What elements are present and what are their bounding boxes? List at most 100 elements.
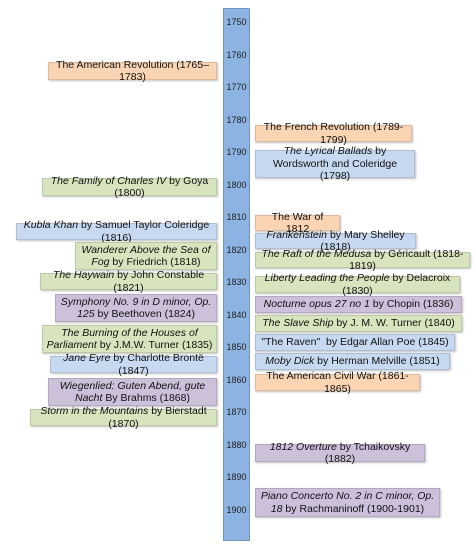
event-box: 1812 Overture by Tchaikovsky (1882) [255, 440, 425, 465]
event-text-part: The French Revolution (1789-1799) [263, 121, 404, 146]
event-text-part: The American Revolution (1765–1783) [56, 58, 209, 84]
event-box: Piano Concerto No. 2 in C minor, Op. 18 … [255, 488, 440, 517]
event-box: Nocturne opus 27 no 1 by Chopin (1836) [255, 296, 462, 313]
event-text-part: by Charlotte Brontë (1847) [110, 352, 207, 377]
year-label: 1790 [226, 147, 247, 157]
year-label: 1890 [226, 472, 247, 482]
event-text: The Raft of the Medusa by Géricault (181… [259, 248, 466, 273]
event-text-part: by Delacroix (1830) [342, 272, 454, 297]
event-text: The American Revolution (1765–1783) [52, 59, 213, 84]
event-text: Wiegenlied: Guten Abend, gute Nacht By B… [52, 380, 213, 405]
event-text: The War of 1812 [259, 211, 336, 236]
event-text: Jane Eyre by Charlotte Brontë (1847) [54, 352, 213, 377]
event-box: Jane Eyre by Charlotte Brontë (1847) [50, 352, 217, 377]
year-label: 1760 [226, 49, 247, 60]
event-text-part: Nocturne opus 27 no 1 [263, 298, 370, 311]
event-text: The French Revolution (1789-1799) [259, 121, 408, 146]
year-label: 1840 [226, 309, 247, 320]
event-text-part: by Beethoven (1824) [94, 308, 195, 320]
event-text-part: Frankenstein [266, 228, 328, 241]
event-box: Wanderer Above the Sea of Fog by Friedri… [75, 242, 217, 270]
event-text-part: by Herman Melville (1851) [314, 355, 440, 368]
event-text-part: Wanderer Above the Sea of Fog [81, 243, 214, 269]
event-text-part: The War of 1812 [271, 210, 327, 236]
event-text-part: by Goya (1800) [114, 174, 212, 200]
event-text-part: by J.M.W. Turner (1835) [96, 339, 213, 351]
event-text-part: by Samuel Taylor Coleridge (1816) [78, 219, 213, 244]
event-box: Moby Dick by Herman Melville (1851) [255, 353, 450, 370]
event-text: Nocturne opus 27 no 1 by Chopin (1836) [264, 298, 454, 311]
event-text-part: Storm in the Mountains [40, 405, 149, 417]
year-label: 1770 [226, 82, 247, 92]
event-text: The Burning of the Houses of Parliament … [46, 327, 213, 352]
event-box: The Raft of the Medusa by Géricault (181… [255, 248, 470, 272]
event-text: The Lyrical Ballads by Wordsworth and Co… [259, 145, 411, 183]
event-text: The Slave Ship by J. M. W. Turner (1840) [262, 317, 455, 330]
event-box: The Haywain by John Constable (1821) [40, 269, 217, 294]
year-label: 1820 [226, 244, 247, 255]
year-label: 1810 [226, 212, 247, 222]
event-box: "The Raven" by Edgar Allan Poe (1845) [255, 334, 455, 351]
event-box: Storm in the Mountains by Bierstadt (187… [30, 405, 217, 430]
event-text-part: The Burning of the Houses of Parliament [46, 326, 201, 352]
event-text: The American Civil War (1861-1865) [259, 370, 416, 395]
event-text-part: by Friedrich (1818) [109, 256, 201, 268]
event-text-part: Symphony No. 9 in D minor, Op. 125 [60, 295, 215, 321]
event-box: Wiegenlied: Guten Abend, gute Nacht By B… [48, 378, 217, 406]
event-box: The American Civil War (1861-1865) [255, 370, 420, 395]
event-box: Kubla Khan by Samuel Taylor Coleridge (1… [16, 219, 217, 244]
year-label: 1800 [226, 179, 247, 190]
event-box: The Slave Ship by J. M. W. Turner (1840) [255, 315, 462, 332]
event-text-part: Moby Dick [265, 355, 315, 368]
event-text: Moby Dick by Herman Melville (1851) [265, 355, 439, 368]
event-text-part: by John Constable (1821) [113, 269, 208, 294]
event-text: Piano Concerto No. 2 in C minor, Op. 18 … [259, 490, 436, 515]
event-box: The American Revolution (1765–1783) [48, 59, 217, 83]
year-label: 1780 [226, 114, 247, 125]
event-text-part: by Rachmaninoff (1900-1901) [282, 502, 425, 515]
event-text-part: The Raft of the Medusa [261, 247, 372, 260]
event-box: Symphony No. 9 in D minor, Op. 125 by Be… [55, 294, 217, 322]
event-text: Storm in the Mountains by Bierstadt (187… [34, 405, 213, 430]
year-label: 1750 [226, 17, 247, 27]
year-label: 1900 [226, 504, 247, 515]
event-text-part: by Géricault (1818-1819) [349, 247, 464, 273]
event-box: The Burning of the Houses of Parliament … [42, 325, 217, 353]
event-text-part: The Family of Charles IV [50, 174, 167, 187]
event-text-part: Piano Concerto No. 2 in C minor, Op. 18 [260, 490, 438, 515]
event-text-part: Wiegenlied: Guten Abend, gute Nacht [59, 379, 209, 405]
year-label: 1880 [226, 439, 247, 450]
event-text: Symphony No. 9 in D minor, Op. 125 by Be… [59, 296, 213, 321]
event-text-part: Jane Eyre [63, 352, 111, 364]
event-text-part: The American Civil War (1861-1865) [266, 370, 409, 395]
event-text-part: The Lyrical Ballads [283, 145, 373, 158]
event-text: The Family of Charles IV by Goya (1800) [46, 175, 213, 200]
event-text-part: Kubla Khan [23, 219, 79, 231]
event-text-part: "The Raven" by Edgar Allan Poe (1845) [261, 336, 449, 349]
year-label: 1850 [226, 342, 247, 352]
event-text: "The Raven" by Edgar Allan Poe (1845) [261, 336, 448, 349]
event-box: Liberty Leading the People by Delacroix … [255, 272, 460, 297]
event-text-part: by Tchaikovsky (1882) [324, 440, 414, 466]
year-label: 1830 [226, 277, 247, 287]
event-text-part: by Wordsworth and Coleridge (1798) [272, 145, 400, 183]
event-text: The Haywain by John Constable (1821) [44, 269, 213, 294]
event-text-part: by Chopin (1836) [369, 298, 454, 311]
event-text-part: by Mary Shelley (1818) [320, 228, 408, 254]
event-text-part: 1812 Overture [269, 440, 337, 453]
event-text: Frankenstein by Mary Shelley (1818) [259, 229, 412, 254]
event-text-part: Liberty Leading the People [264, 272, 390, 284]
event-text: Kubla Khan by Samuel Taylor Coleridge (1… [20, 219, 213, 244]
event-box: The French Revolution (1789-1799) [255, 121, 412, 146]
event-text-part: By Brahms (1868) [102, 392, 190, 404]
event-text-part: The Slave Ship [262, 317, 334, 330]
event-text-part: by Bierstadt (1870) [108, 405, 210, 430]
time-axis [223, 8, 250, 541]
event-box: The Family of Charles IV by Goya (1800) [42, 175, 217, 199]
year-label: 1870 [226, 407, 247, 417]
event-text: Wanderer Above the Sea of Fog by Friedri… [79, 244, 213, 269]
event-text: Liberty Leading the People by Delacroix … [259, 272, 456, 297]
event-text-part: by J. M. W. Turner (1840) [333, 317, 455, 330]
event-box: Frankenstein by Mary Shelley (1818) [255, 229, 416, 253]
